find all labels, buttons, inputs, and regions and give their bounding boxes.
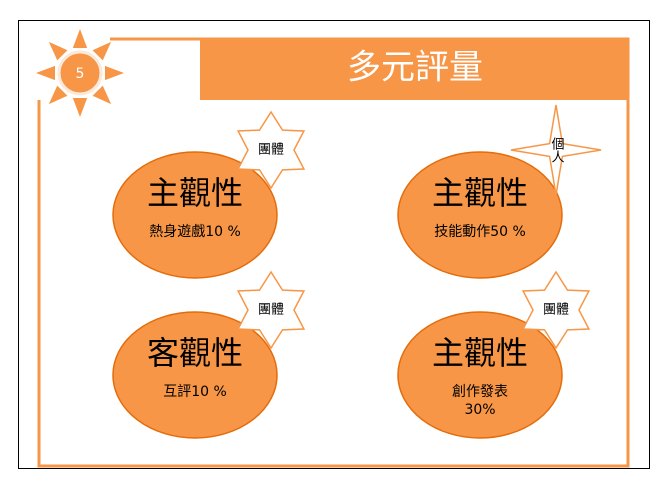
badge-text: 團體: [258, 303, 284, 318]
card-heading: 客觀性: [147, 334, 243, 372]
sun-ray: [92, 85, 112, 105]
card-text: 30%: [464, 402, 495, 418]
card-heading: 主觀性: [432, 174, 528, 212]
card-heading: 主觀性: [432, 334, 528, 372]
sun-ray: [48, 41, 68, 61]
badge-text: 個人: [549, 137, 565, 163]
sun-disc: [57, 50, 103, 96]
sun-ray: [104, 65, 124, 81]
sun-ray: [36, 65, 56, 81]
badge-star: [510, 104, 602, 196]
card-text: 技能動作50 %: [434, 224, 526, 240]
card-ellipse: [397, 151, 563, 279]
badge-star: [521, 270, 591, 350]
card-ellipse: [112, 311, 278, 439]
sun-ray: [92, 41, 112, 61]
badge-star: [236, 270, 306, 350]
sun-ray: [48, 85, 68, 105]
badge-text: 團體: [258, 143, 284, 158]
card-heading: 主觀性: [147, 174, 243, 212]
card-ellipse: [397, 311, 563, 439]
card-text: 互評10 %: [163, 384, 227, 400]
card-ellipse: [112, 151, 278, 279]
badge-text: 團體: [543, 303, 569, 318]
card-text: 創作發表: [452, 384, 508, 400]
card-text: 熱身遊戲10 %: [149, 224, 241, 240]
sun-icon: 5: [36, 29, 124, 117]
sun-ray: [72, 29, 88, 49]
title-banner: [200, 38, 628, 100]
sun-ray: [72, 97, 88, 117]
badge-star: [236, 110, 306, 190]
page-number: 5: [76, 66, 85, 82]
slide-title: 多元評量: [347, 48, 483, 88]
